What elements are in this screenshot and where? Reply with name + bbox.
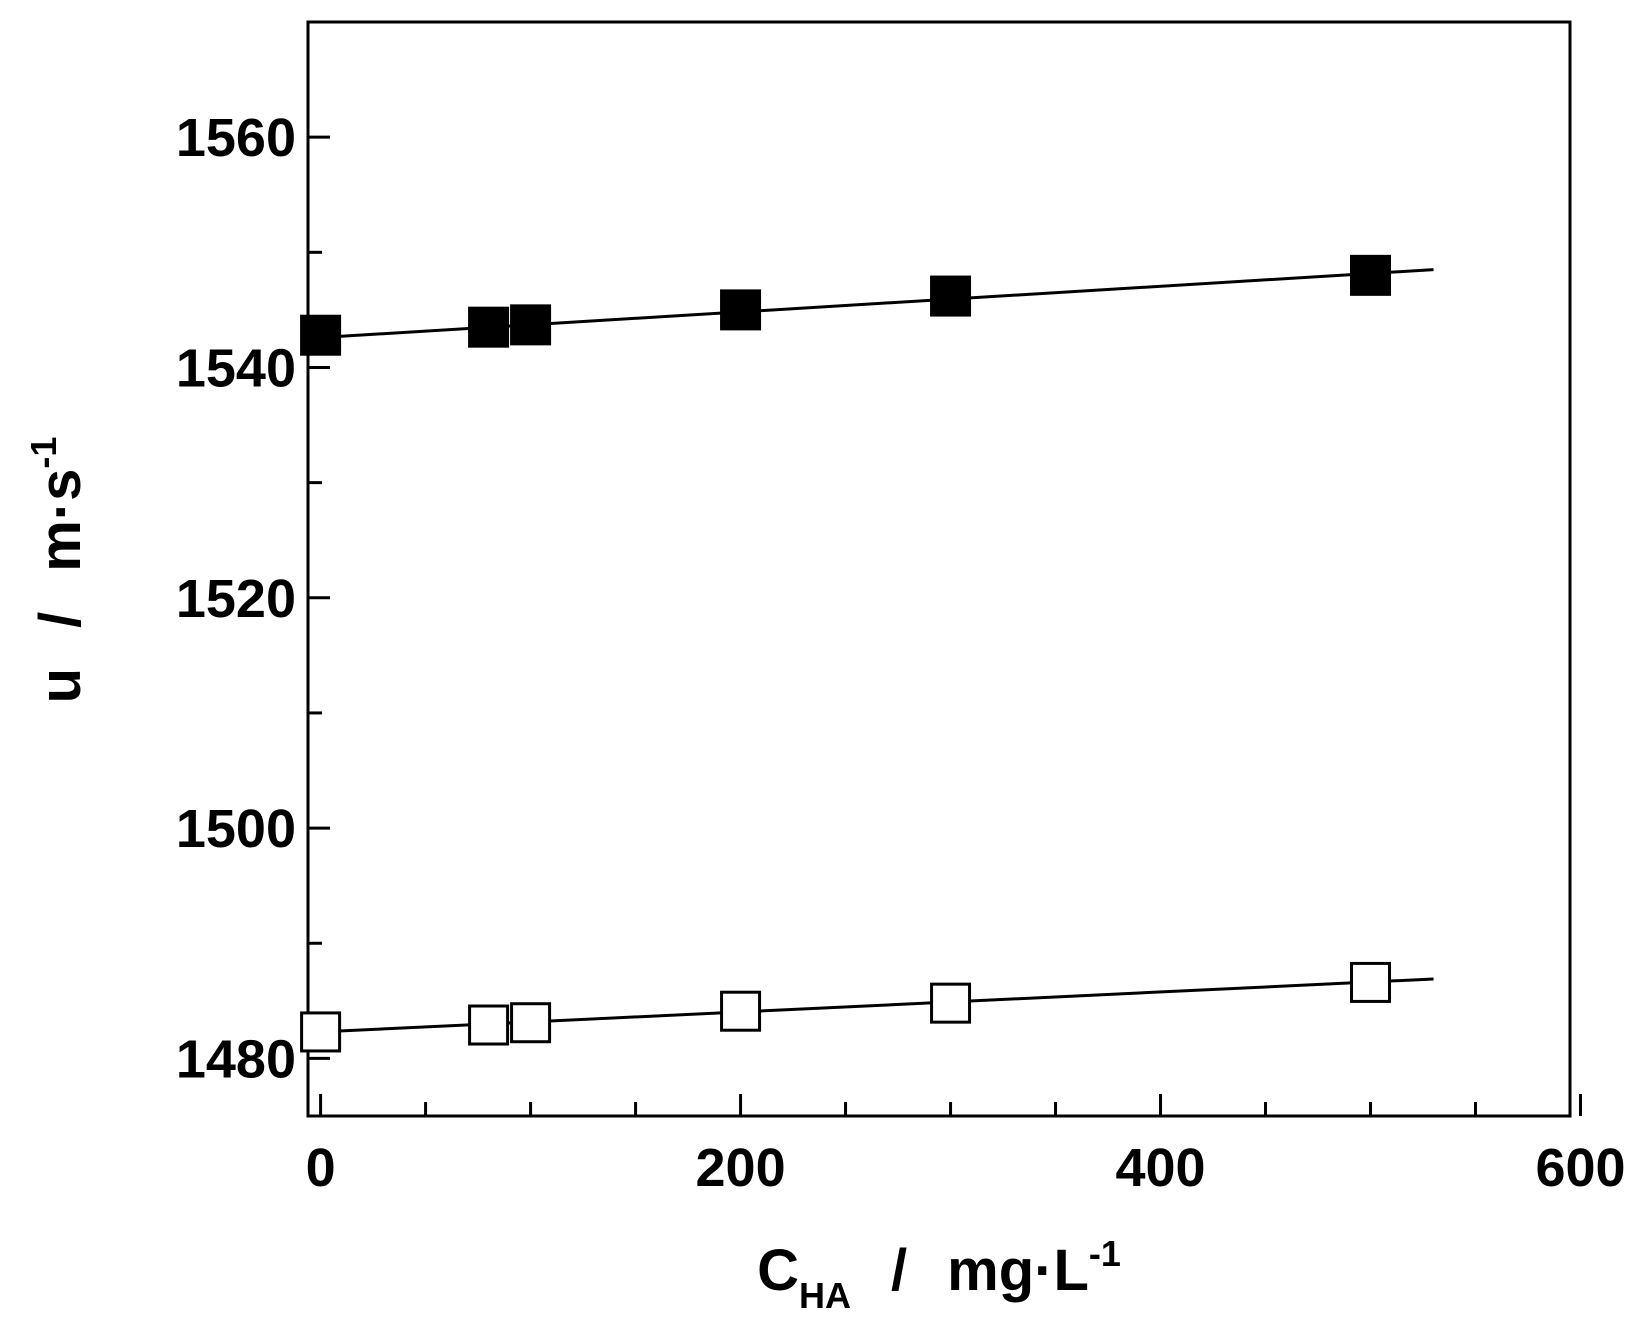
filled-square-point — [300, 314, 342, 356]
open-square-point — [300, 1011, 342, 1053]
filled-square-point — [468, 306, 510, 348]
plot-frame — [306, 20, 1572, 1118]
x-tick-label: 400 — [1115, 1138, 1205, 1198]
x-label-unit: mg·L — [947, 1238, 1089, 1303]
open-square-point — [468, 1004, 510, 1046]
y-tick-label: 1520 — [176, 569, 296, 629]
filled-square-point — [1350, 254, 1392, 296]
open-square-point — [930, 982, 972, 1024]
x-tick-label: 200 — [696, 1138, 786, 1198]
x-label-main: C — [757, 1238, 799, 1303]
x-tick-label: 600 — [1535, 1138, 1625, 1198]
axis-tick-labels: 0 200 400 600 1480 1500 1520 1540 1560 — [176, 108, 1626, 1198]
y-label-main: u — [28, 668, 93, 703]
x-axis-label: CHA / mg·L-1 — [757, 1233, 1121, 1316]
y-axis-label: u / m·s-1 — [23, 437, 93, 704]
axis-ticks — [308, 135, 1582, 1116]
open-square-point — [1350, 961, 1392, 1003]
fit-lines — [320, 268, 1434, 1034]
x-tick-label: 0 — [306, 1138, 336, 1198]
y-tick-label: 1500 — [176, 799, 296, 859]
x-label-unit-sup: -1 — [1089, 1233, 1121, 1274]
y-tick-label: 1540 — [176, 338, 296, 398]
filled-square-point — [930, 275, 972, 317]
open-square-point — [720, 990, 762, 1032]
y-label-sep: / — [28, 612, 93, 628]
data-markers — [300, 254, 1392, 1053]
x-label-sub: HA — [799, 1275, 851, 1316]
filled-square-point — [720, 289, 762, 331]
y-tick-label: 1480 — [176, 1029, 296, 1089]
y-tick-label: 1560 — [176, 108, 296, 168]
y-label-unit: m·s — [28, 469, 93, 572]
filled-square-point — [510, 304, 552, 346]
y-label-unit-sup: -1 — [23, 437, 64, 469]
x-label-sep: / — [891, 1238, 907, 1303]
open-square-point — [510, 1002, 552, 1044]
